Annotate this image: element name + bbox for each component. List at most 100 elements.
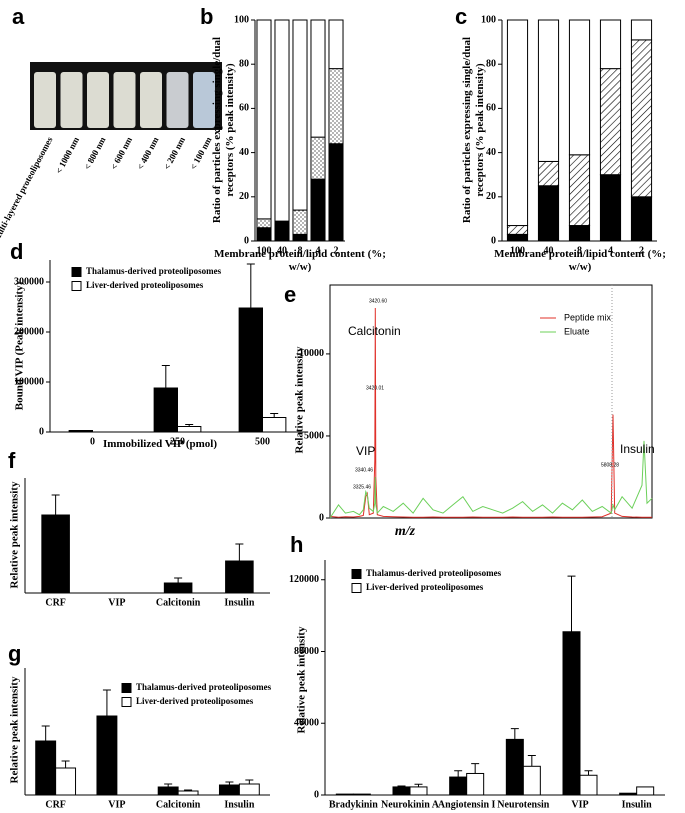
bar [292,19,308,211]
bar [177,790,199,796]
y-tick-label: 100000 [14,376,44,387]
x-tick-label: 250 [170,436,185,447]
bar [409,786,428,796]
error-bar [414,783,423,787]
panel-letter: c [455,4,467,29]
y-tick-label: 0 [319,512,324,523]
sample-label: < 1000 nm [53,135,81,176]
bar [599,68,622,176]
y-axis-label: Relative peak intensity [295,626,308,734]
x-tick-label: CRF [45,597,66,608]
legend-swatch [351,569,362,579]
bar [599,174,622,242]
legend-label: Liver-derived proteoliposomes [86,280,204,290]
spectrum-line [329,307,653,518]
bar [568,225,591,242]
panel-letter: h [290,532,303,557]
x-tick-label: 100 [510,245,525,256]
x-tick-label: Insulin [224,597,254,608]
vial [87,72,109,128]
error-bar [245,779,254,784]
bar [256,227,272,242]
bar [238,783,260,796]
y-tick-label: 0 [244,235,249,246]
vial [34,72,56,128]
sample-label: < 800 nm [82,135,108,172]
bar [636,786,655,796]
bar [310,19,326,138]
y-axis-label: Ratio of particles expressing single/dua… [211,36,236,224]
bar [449,776,468,796]
error-bar [185,424,194,427]
legend-label: Thalamus-derived proteoliposomes [136,682,272,692]
y-tick-label: 80 [486,58,496,69]
legend-swatch [71,281,82,291]
legend-swatch [121,683,132,693]
bar [55,767,77,796]
bar [630,196,653,242]
spectrum-line [329,440,653,519]
panel-letter: d [10,239,23,264]
error-bar [164,783,173,787]
x-tick-label: 2 [334,245,339,256]
bar [630,19,653,41]
error-bar [584,770,593,776]
vial [113,72,136,128]
peak-label: 3420.60 [369,298,387,304]
legend-label: Thalamus-derived proteoliposomes [366,568,502,578]
bar [310,178,326,242]
error-bar [527,755,536,767]
bar [506,225,529,235]
error-bar [270,413,279,418]
sample-label: < 600 nm [109,135,135,172]
x-tick-label: Insulin [224,799,254,810]
vial [193,72,215,128]
legend-label: Peptide mix [564,312,612,322]
y-tick-label: 80 [239,58,249,69]
bar [41,514,70,594]
bar [238,307,263,433]
panel-letter: g [8,641,21,666]
bar [256,218,272,229]
x-tick-label: 0 [90,436,95,447]
x-tick-label: Angiotensin I [438,799,496,810]
error-bar [51,494,60,515]
peak-label: 3325.46 [353,484,371,490]
vial [140,72,162,128]
bar [96,715,118,796]
sample-label: Multi-layered proteoliposomes [0,135,55,244]
bar [274,19,290,222]
bar [630,39,653,198]
y-axis-label: Relative peak intensity [8,676,21,784]
error-bar [454,770,463,778]
bar [274,220,290,242]
x-tick-label: 2 [639,245,644,256]
y-tick-label: 300000 [14,276,44,287]
bar [619,792,638,796]
y-tick-label: 80000 [294,646,319,657]
legend-swatch [121,697,132,707]
error-bar [184,789,193,791]
bar [157,786,179,796]
error-bar [397,785,406,787]
x-tick-label: Calcitonin [156,799,201,810]
error-bar [567,575,576,632]
bar [505,738,524,796]
annotation: Calcitonin [348,324,401,338]
bar [163,582,193,594]
bar [292,233,308,242]
bar [579,774,598,796]
x-tick-label: VIP [108,799,125,810]
bar [68,430,93,433]
y-tick-label: 100 [481,14,496,25]
x-axis-label: m/z [394,524,416,539]
peak-label: 5808.28 [601,462,619,468]
y-axis-label: Ratio of particles expressing single/dua… [461,36,486,224]
x-tick-label: 40 [277,245,287,256]
legend-label: Liver-derived proteoliposomes [136,696,254,706]
x-tick-label: 100 [257,245,272,256]
x-tick-label: Bradykinin [329,799,378,810]
y-axis-label: Bound VIP (Peak intensity) [13,281,26,411]
